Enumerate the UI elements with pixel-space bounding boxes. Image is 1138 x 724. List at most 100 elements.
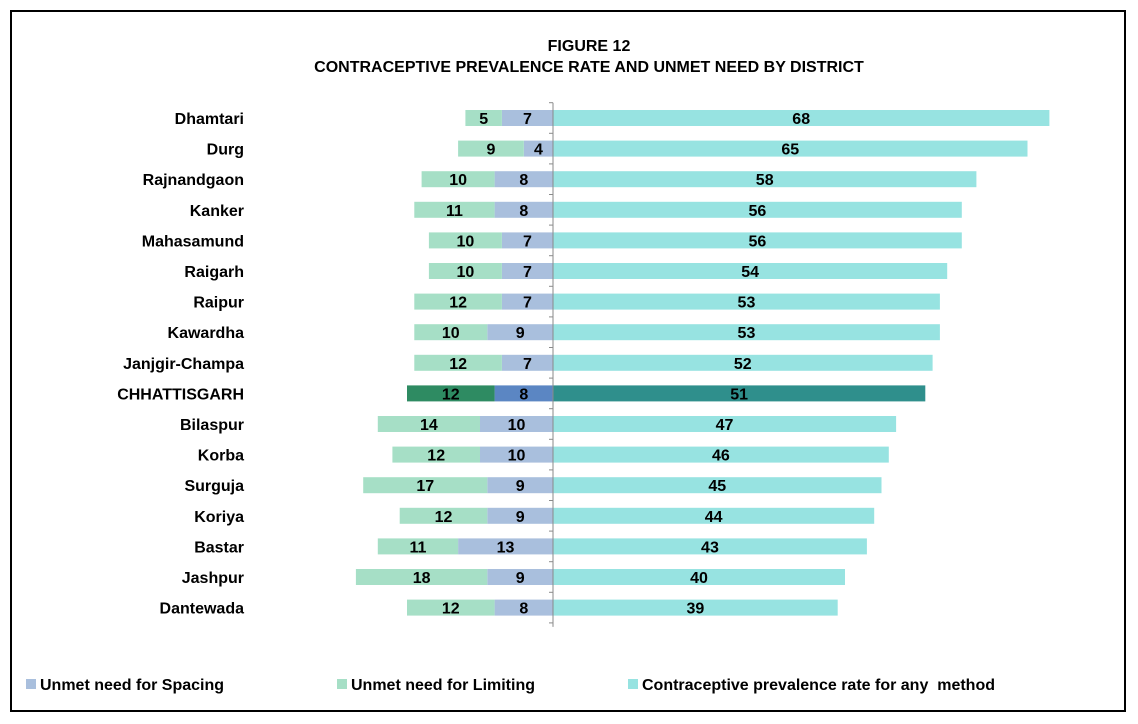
data-label-limiting: 11 bbox=[409, 539, 426, 556]
category-label: Dantewada bbox=[160, 601, 245, 618]
bar-cpr bbox=[553, 110, 1050, 126]
legend-swatch bbox=[26, 679, 36, 689]
data-label-cpr: 56 bbox=[749, 203, 767, 220]
data-label-spacing: 4 bbox=[534, 142, 543, 159]
data-label-cpr: 43 bbox=[701, 539, 719, 556]
data-label-cpr: 54 bbox=[741, 264, 759, 281]
bar-cpr bbox=[553, 263, 948, 279]
legend-label: Unmet need for Limiting bbox=[351, 677, 535, 694]
data-label-limiting: 10 bbox=[457, 264, 475, 281]
bar-limiting bbox=[414, 201, 495, 218]
category-label: Kanker bbox=[190, 203, 244, 220]
data-label-limiting: 12 bbox=[449, 295, 467, 312]
bar-spacing bbox=[494, 171, 553, 188]
legend-swatch bbox=[337, 679, 347, 689]
data-label-cpr: 52 bbox=[734, 356, 752, 373]
legend-swatch bbox=[628, 679, 638, 689]
bar-cpr bbox=[553, 416, 897, 432]
data-label-cpr: 56 bbox=[749, 233, 767, 250]
bar-cpr bbox=[553, 569, 845, 585]
category-label: Mahasamund bbox=[142, 233, 244, 250]
category-label: Durg bbox=[207, 142, 244, 159]
bar-spacing bbox=[487, 507, 553, 524]
category-labels: Dhamtari Durg Rajnandgaon Kanker Mahasamund R… bbox=[117, 111, 244, 618]
category-label: Raipur bbox=[193, 295, 244, 312]
data-label-spacing: 7 bbox=[523, 295, 532, 312]
bar-spacing bbox=[501, 232, 553, 249]
data-label-limiting: 10 bbox=[442, 325, 460, 342]
bar-cpr bbox=[553, 354, 933, 371]
data-label-spacing: 9 bbox=[516, 325, 525, 342]
category-label: Rajnandgaon bbox=[143, 172, 244, 189]
data-label-cpr: 39 bbox=[686, 601, 704, 618]
bar-limiting bbox=[414, 293, 502, 310]
bar-spacing bbox=[458, 538, 553, 555]
bar-limiting bbox=[399, 507, 488, 524]
category-label: CHHATTISGARH bbox=[117, 386, 244, 403]
bar-cpr bbox=[553, 232, 962, 249]
bar-limiting bbox=[407, 599, 495, 616]
bar-spacing bbox=[487, 324, 553, 341]
bar-limiting bbox=[414, 354, 502, 371]
legend-label: Unmet need for Spacing bbox=[40, 677, 224, 694]
data-label-cpr: 44 bbox=[705, 509, 723, 526]
bar-cpr bbox=[553, 201, 962, 218]
bar-cpr bbox=[553, 293, 940, 310]
data-label-spacing: 13 bbox=[497, 539, 515, 556]
bar-spacing bbox=[501, 263, 553, 279]
bar-limiting bbox=[377, 416, 480, 432]
bars-group: 7 5 68 4 9 65 8 10 58 8 11 56 7 10 56 7 10 54 7 12 53 9 10 53 7 1… bbox=[355, 110, 1050, 618]
bar-limiting bbox=[392, 446, 480, 463]
category-label: Raigarh bbox=[184, 264, 244, 281]
bar-cpr bbox=[553, 477, 882, 494]
data-label-spacing: 9 bbox=[516, 570, 525, 587]
data-label-spacing: 7 bbox=[523, 233, 532, 250]
category-label: Bastar bbox=[194, 539, 244, 556]
data-label-limiting: 14 bbox=[420, 417, 438, 434]
bar-spacing bbox=[501, 354, 553, 371]
data-label-limiting: 10 bbox=[457, 233, 475, 250]
bar-spacing bbox=[523, 140, 553, 157]
bar-cpr bbox=[553, 507, 875, 524]
bar-limiting bbox=[458, 140, 524, 157]
bar-cpr bbox=[553, 385, 926, 402]
category-label: Jashpur bbox=[182, 570, 244, 587]
data-label-spacing: 9 bbox=[516, 478, 525, 495]
category-label: Koriya bbox=[194, 509, 244, 526]
category-label: Bilaspur bbox=[180, 417, 244, 434]
data-label-limiting: 12 bbox=[442, 386, 460, 403]
bar-spacing bbox=[480, 416, 553, 432]
bar-spacing bbox=[494, 385, 553, 402]
bar-spacing bbox=[480, 446, 553, 463]
data-label-spacing: 9 bbox=[516, 509, 525, 526]
legend: Unmet need for Spacing Unmet need for Lim… bbox=[26, 677, 995, 694]
data-label-cpr: 53 bbox=[738, 325, 756, 342]
data-label-spacing: 8 bbox=[519, 172, 528, 189]
bar-limiting bbox=[355, 569, 488, 585]
bar-spacing bbox=[494, 599, 553, 616]
data-label-limiting: 12 bbox=[435, 509, 453, 526]
category-label: Janjgir-Champa bbox=[123, 356, 244, 373]
bar-limiting bbox=[407, 385, 495, 402]
data-label-cpr: 47 bbox=[716, 417, 734, 434]
bar-spacing bbox=[487, 569, 553, 585]
bar-spacing bbox=[501, 293, 553, 310]
bar-cpr bbox=[553, 599, 838, 616]
data-label-cpr: 68 bbox=[792, 111, 810, 128]
data-label-limiting: 10 bbox=[449, 172, 467, 189]
data-label-spacing: 8 bbox=[519, 203, 528, 220]
bar-cpr bbox=[553, 140, 1028, 157]
chart-title: FIGURE 12 bbox=[548, 38, 631, 55]
data-label-limiting: 11 bbox=[446, 203, 463, 220]
chart-subtitle: CONTRACEPTIVE PREVALENCE RATE AND UNMET … bbox=[314, 59, 864, 76]
data-label-limiting: 17 bbox=[416, 478, 434, 495]
bar-limiting bbox=[414, 324, 488, 341]
bar-spacing bbox=[494, 201, 553, 218]
data-label-spacing: 7 bbox=[523, 356, 532, 373]
data-label-spacing: 7 bbox=[523, 111, 532, 128]
data-label-limiting: 12 bbox=[427, 448, 445, 465]
category-label: Kawardha bbox=[168, 325, 245, 342]
data-label-cpr: 45 bbox=[708, 478, 726, 495]
data-label-limiting: 5 bbox=[479, 111, 488, 128]
